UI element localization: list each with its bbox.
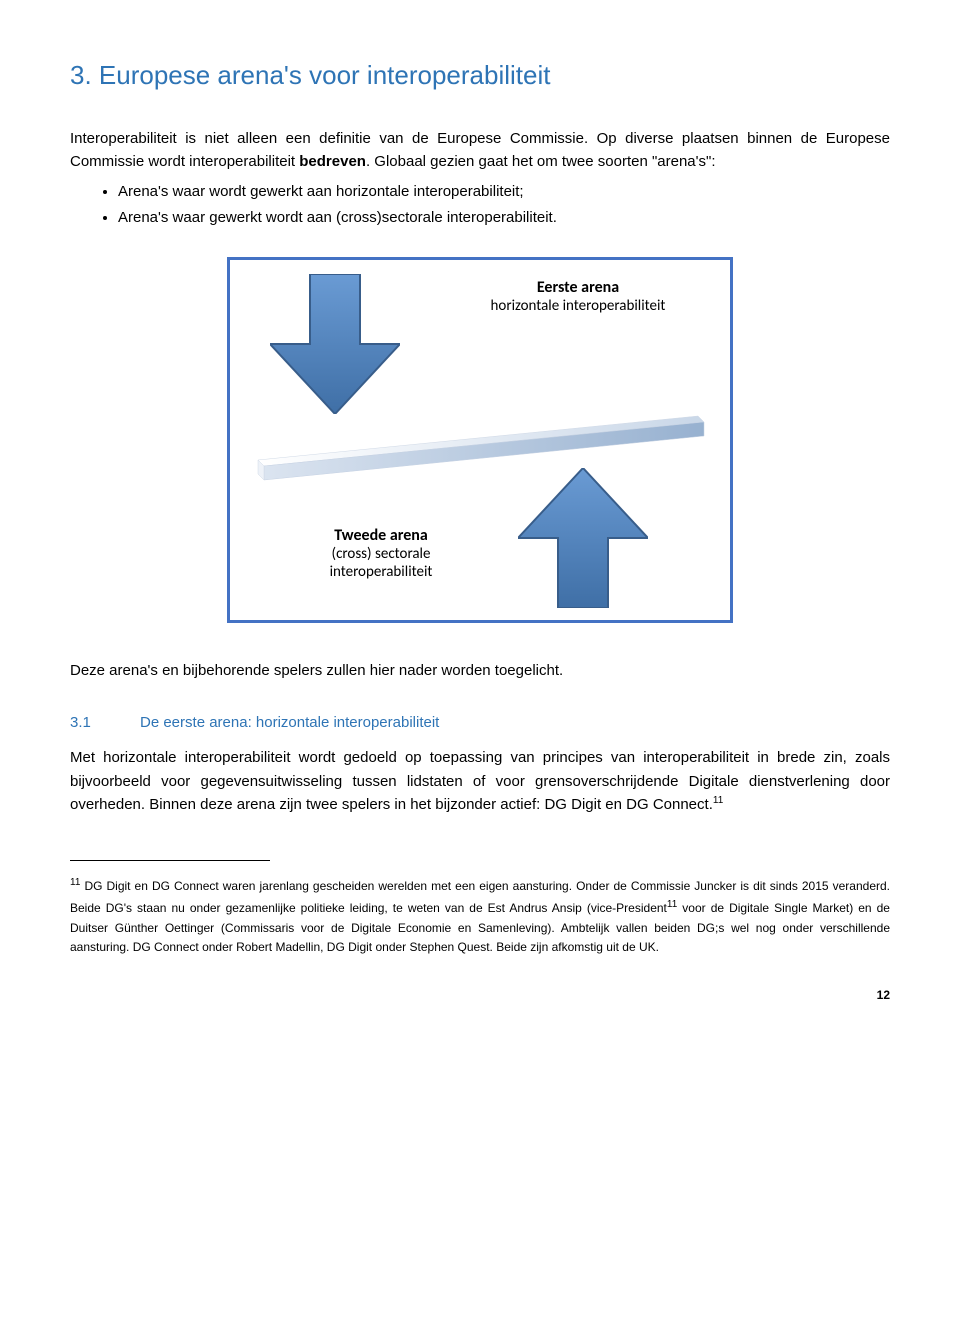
arena2-label: Tweede arena (cross) sectorale interoper…: [286, 526, 476, 581]
text-run: Met horizontale interoperabiliteit wordt…: [70, 749, 890, 813]
arena1-title: Eerste arena: [478, 278, 678, 297]
text-run: . Globaal gezien gaat het om twee soorte…: [366, 153, 716, 170]
diagram-frame: Eerste arena horizontale interoperabilit…: [227, 257, 733, 623]
bullet-list: Arena's waar wordt gewerkt aan horizonta…: [70, 180, 890, 230]
subsection-heading: 3.1De eerste arena: horizontale interope…: [70, 714, 890, 731]
up-arrow-icon: [518, 468, 648, 608]
footnote-inline-ref: 11: [667, 899, 677, 910]
footnote-number: 11: [70, 877, 80, 888]
footnote-separator: [70, 860, 270, 861]
bullet-item: Arena's waar gewerkt wordt aan (cross)se…: [118, 206, 890, 229]
footnote-ref: 11: [713, 795, 723, 806]
footnote-text: 11 DG Digit en DG Connect waren jarenlan…: [70, 875, 890, 958]
down-arrow-icon: [270, 274, 400, 414]
arena2-title: Tweede arena: [286, 526, 476, 545]
page-number: 12: [70, 988, 890, 1002]
arena2-subtitle: (cross) sectorale interoperabiliteit: [286, 545, 476, 581]
paragraph-transition: Deze arena's en bijbehorende spelers zul…: [70, 659, 890, 682]
subsection-title: De eerste arena: horizontale interoperab…: [140, 714, 439, 731]
diagram-container: Eerste arena horizontale interoperabilit…: [70, 257, 890, 623]
arena1-subtitle: horizontale interoperabiliteit: [478, 297, 678, 315]
subsection-number: 3.1: [70, 714, 140, 731]
section-heading: 3. Europese arena's voor interoperabilit…: [70, 60, 890, 91]
paragraph-body: Met horizontale interoperabiliteit wordt…: [70, 746, 890, 816]
paragraph-intro: Interoperabiliteit is niet alleen een de…: [70, 127, 890, 174]
arena1-label: Eerste arena horizontale interoperabilit…: [478, 278, 678, 315]
bullet-item: Arena's waar wordt gewerkt aan horizonta…: [118, 180, 890, 203]
text-bold: bedreven: [299, 153, 366, 170]
